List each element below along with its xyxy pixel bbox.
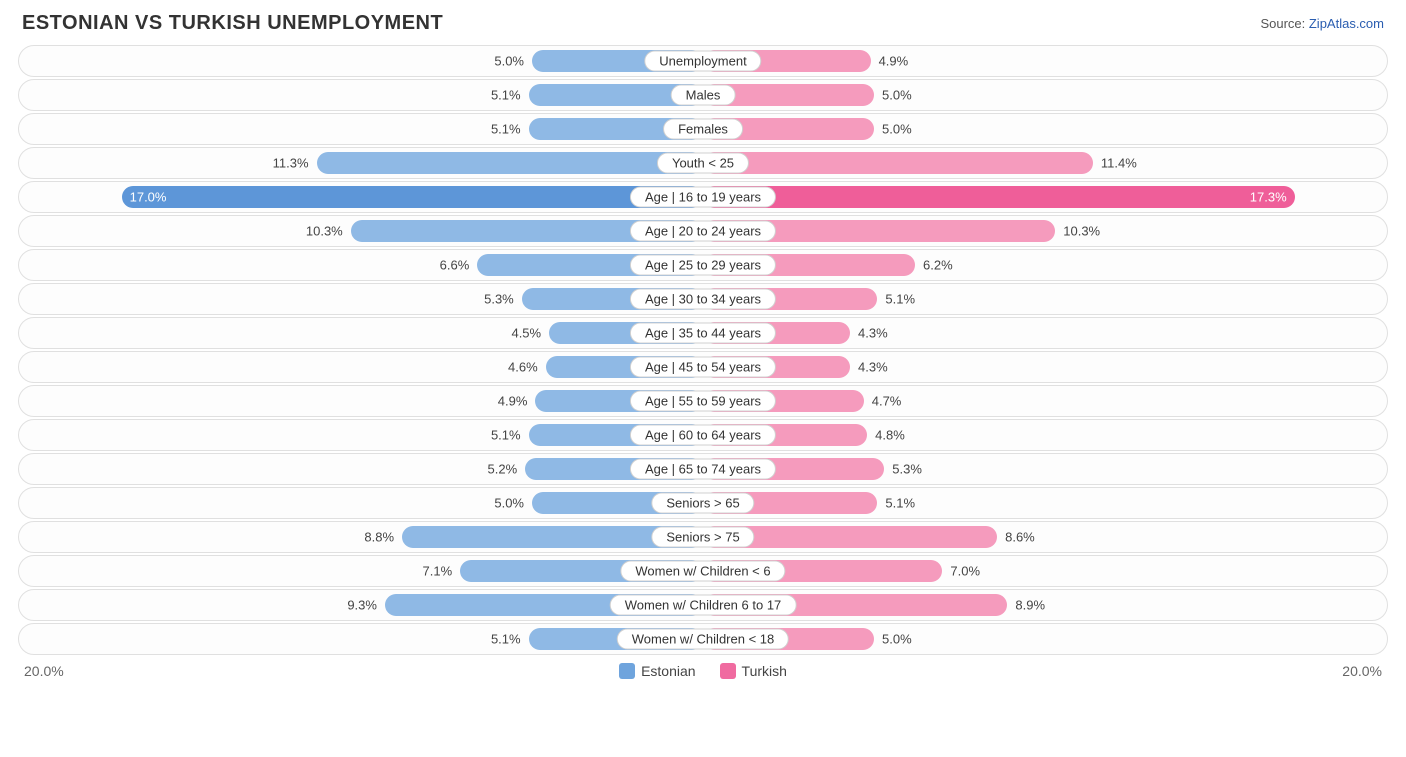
value-label-left: 17.0% [130,190,167,205]
category-label: Age | 35 to 44 years [630,323,776,344]
category-label: Age | 16 to 19 years [630,187,776,208]
value-label-right: 4.3% [850,360,888,375]
chart-row: 5.1% 5.0% Males [18,79,1388,111]
chart-legend: Estonian Turkish [619,663,787,679]
category-label: Women w/ Children 6 to 17 [610,595,797,616]
value-label-right: 4.7% [864,394,902,409]
diverging-bar-chart: 5.0%4.9%Unemployment5.1%5.0%Males5.1%5.0… [18,45,1388,655]
category-label: Males [671,85,736,106]
legend-swatch [720,663,736,679]
chart-row: 8.8% 8.6% Seniors > 75 [18,521,1388,553]
value-label-right: 10.3% [1055,224,1100,239]
value-label-left: 5.3% [484,292,522,307]
category-label: Age | 20 to 24 years [630,221,776,242]
value-label-left: 7.1% [423,564,461,579]
category-label: Seniors > 65 [651,493,754,514]
value-label-right: 4.8% [867,428,905,443]
chart-title: ESTONIAN VS TURKISH UNEMPLOYMENT [22,12,443,35]
value-label-left: 5.2% [488,462,526,477]
value-label-left: 5.1% [491,428,529,443]
bar-estonian: 17.0% [122,186,703,208]
legend-item: Turkish [720,663,787,679]
chart-row: 4.6% 4.3% Age | 45 to 54 years [18,351,1388,383]
category-label: Age | 55 to 59 years [630,391,776,412]
chart-source: Source: ZipAtlas.com [1260,16,1384,31]
category-label: Women w/ Children < 6 [620,561,785,582]
source-prefix: Source: [1260,16,1308,31]
value-label-left: 5.0% [494,496,532,511]
chart-row: 5.0% 5.1% Seniors > 65 [18,487,1388,519]
axis-max-right: 20.0% [1342,663,1382,679]
value-label-left: 4.5% [511,326,549,341]
chart-row: 5.1% 4.8% Age | 60 to 64 years [18,419,1388,451]
value-label-right: 11.4% [1093,156,1137,171]
value-label-left: 5.1% [491,88,529,103]
value-label-left: 11.3% [273,156,317,171]
bar-estonian: 11.3% [317,152,703,174]
category-label: Women w/ Children < 18 [617,629,789,650]
value-label-left: 4.6% [508,360,546,375]
value-label-left: 4.9% [498,394,536,409]
chart-row: 5.1% 5.0% Females [18,113,1388,145]
value-label-right: 5.1% [877,292,915,307]
chart-row: 17.0% 17.3% Age | 16 to 19 years [18,181,1388,213]
chart-row: 5.0% 4.9% Unemployment [18,45,1388,77]
value-label-left: 10.3% [306,224,351,239]
value-label-right: 4.9% [871,54,909,69]
value-label-right: 17.3% [1250,190,1287,205]
chart-header: ESTONIAN VS TURKISH UNEMPLOYMENT Source:… [18,12,1388,35]
value-label-right: 5.0% [874,632,912,647]
category-label: Age | 25 to 29 years [630,255,776,276]
value-label-right: 8.9% [1007,598,1045,613]
chart-row: 5.3% 5.1% Age | 30 to 34 years [18,283,1388,315]
value-label-right: 6.2% [915,258,953,273]
legend-swatch [619,663,635,679]
value-label-right: 5.0% [874,88,912,103]
chart-row: 5.1% 5.0% Women w/ Children < 18 [18,623,1388,655]
chart-row: 5.2% 5.3% Age | 65 to 74 years [18,453,1388,485]
value-label-right: 5.1% [877,496,915,511]
legend-label: Estonian [641,663,695,679]
chart-row: 7.1% 7.0% Women w/ Children < 6 [18,555,1388,587]
chart-row: 4.5% 4.3% Age | 35 to 44 years [18,317,1388,349]
bar-turkish: 11.4% [703,152,1093,174]
value-label-right: 8.6% [997,530,1035,545]
value-label-left: 9.3% [347,598,385,613]
chart-row: 10.3% 10.3% Age | 20 to 24 years [18,215,1388,247]
category-label: Youth < 25 [657,153,749,174]
chart-row: 9.3% 8.9% Women w/ Children 6 to 17 [18,589,1388,621]
value-label-left: 5.0% [494,54,532,69]
chart-row: 4.9% 4.7% Age | 55 to 59 years [18,385,1388,417]
category-label: Age | 30 to 34 years [630,289,776,310]
chart-row: 11.3%11.4%Youth < 25 [18,147,1388,179]
category-label: Females [663,119,743,140]
chart-row: 6.6% 6.2% Age | 25 to 29 years [18,249,1388,281]
value-label-left: 8.8% [364,530,402,545]
category-label: Age | 60 to 64 years [630,425,776,446]
value-label-right: 5.3% [884,462,922,477]
bar-turkish: 17.3% [703,186,1295,208]
legend-label: Turkish [742,663,787,679]
value-label-right: 4.3% [850,326,888,341]
legend-item: Estonian [619,663,695,679]
category-label: Age | 65 to 74 years [630,459,776,480]
category-label: Seniors > 75 [651,527,754,548]
value-label-left: 6.6% [440,258,478,273]
category-label: Age | 45 to 54 years [630,357,776,378]
value-label-left: 5.1% [491,632,529,647]
category-label: Unemployment [644,51,761,72]
value-label-right: 5.0% [874,122,912,137]
value-label-left: 5.1% [491,122,529,137]
value-label-right: 7.0% [942,564,980,579]
chart-footer: 20.0% Estonian Turkish 20.0% [18,663,1388,679]
source-link[interactable]: ZipAtlas.com [1309,16,1384,31]
axis-max-left: 20.0% [24,663,64,679]
